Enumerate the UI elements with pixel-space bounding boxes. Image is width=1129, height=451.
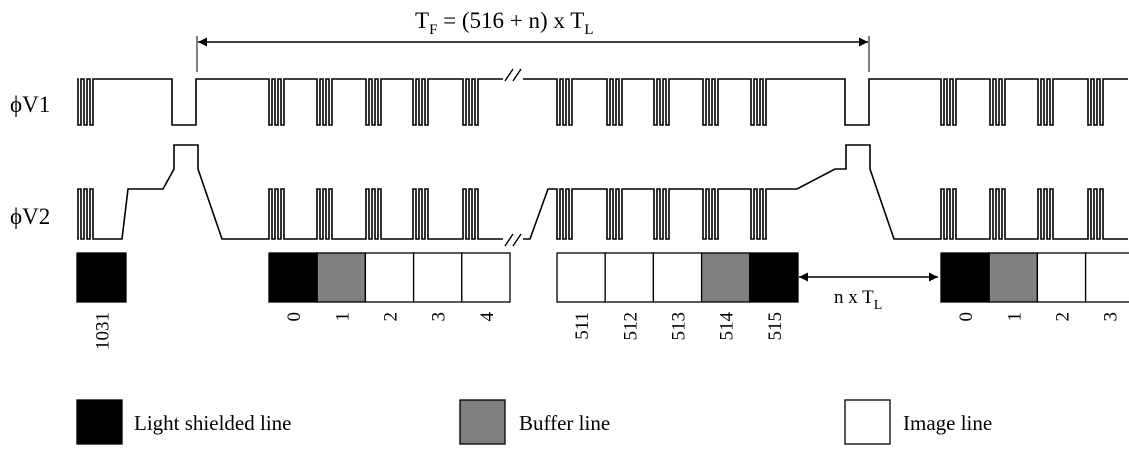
break-mark-v1 [504,68,522,82]
signal-v2-waveform [77,144,1128,240]
legend: Light shielded line Buffer line Image li… [76,399,992,445]
line-number-label: 0 [956,312,977,322]
legend-shield-label: Light shielded line [134,411,291,435]
frame-period-dimension: TF = (516 + n) x TL [196,8,870,72]
frame-period-label: TF = (516 + n) x TL [415,8,593,38]
line-cell-image [1036,252,1087,303]
break-mark-v2 [504,233,522,247]
line-cell-shield [749,252,799,303]
line-number-label: 513 [669,312,690,341]
line-cell-image [556,252,606,303]
line-number-label: 1 [332,312,353,322]
line-number-label: 4 [477,312,498,322]
line-number-label: 514 [717,312,738,341]
signal-v2-label: ϕV2 [10,204,50,229]
line-cells: 1031 0 1 2 3 4 511 512 513 514 515 0 1 2 3 [76,252,1129,350]
line-number-label: 512 [620,312,641,341]
legend-buffer-swatch [459,399,506,445]
line-cell-buffer [316,252,367,303]
line-number-label: 2 [1053,312,1074,322]
line-cell-image [604,252,655,303]
line-cell-shield [940,252,990,303]
line-cell-buffer [988,252,1039,303]
line-cell-image [1084,252,1129,303]
line-cell-shield [76,252,127,303]
legend-image-label: Image line [903,411,992,435]
line-cell-image [461,252,511,303]
line-number-label: 1 [1004,312,1025,322]
line-number-label: 511 [572,312,593,340]
line-cell-image [412,252,463,303]
line-number-label: 0 [284,312,305,322]
line-number-label: 3 [1101,312,1122,322]
legend-image-swatch [844,399,891,445]
line-number-label: 1031 [93,312,114,350]
line-number-label: 515 [765,312,786,341]
line-cell-shield [268,252,318,303]
legend-shield-swatch [76,399,123,445]
gap-period-dimension: n x TL [799,272,938,313]
legend-buffer-label: Buffer line [519,411,610,435]
line-number-label: 3 [429,312,450,322]
line-number-label: 2 [381,312,402,322]
signal-v1-label: ϕV1 [10,92,50,117]
line-cell-buffer [700,252,751,303]
signal-v1-waveform [77,78,1128,126]
gap-period-label: n x TL [834,287,882,313]
line-cell-image [364,252,415,303]
line-cell-image [652,252,703,303]
